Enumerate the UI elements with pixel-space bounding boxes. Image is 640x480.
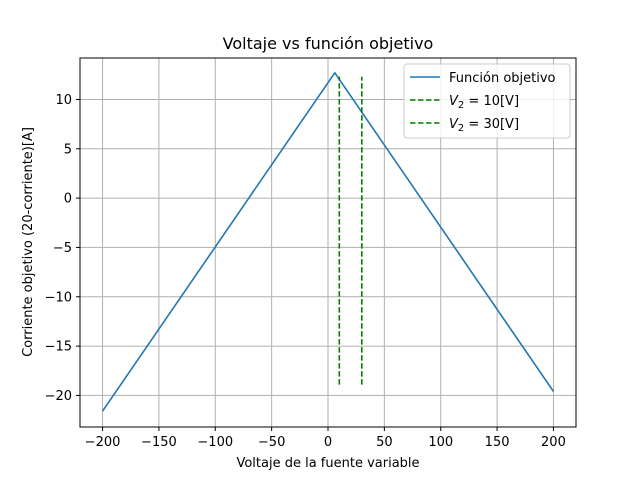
x-tick-label: −200 bbox=[85, 435, 121, 450]
legend-label-2: V2 = 30[V] bbox=[449, 117, 519, 134]
axis-ticks: −200 −150 −100 −50 0 50 100 150 200−20−15−10−505… bbox=[45, 93, 566, 450]
legend-label-1: V2 = 10[V] bbox=[449, 94, 519, 111]
x-tick-label: −50 bbox=[258, 435, 285, 450]
series-line-0 bbox=[101, 72, 555, 412]
legend-label-variable: V bbox=[449, 117, 459, 132]
y-axis-label: Corriente objetivo (20-corriente)[A] bbox=[21, 127, 36, 357]
y-tick-label: −20 bbox=[45, 389, 72, 404]
x-tick-label: 150 bbox=[485, 435, 510, 450]
x-tick-label: 0 bbox=[324, 435, 332, 450]
x-tick-label: 100 bbox=[428, 435, 453, 450]
chart-title: Voltaje vs función objetivo bbox=[223, 34, 434, 53]
legend-label-0: Función objetivo bbox=[449, 71, 556, 86]
y-tick-label: 0 bbox=[64, 192, 72, 207]
legend-box bbox=[403, 63, 571, 139]
x-axis-label: Voltaje de la fuente variable bbox=[236, 456, 419, 471]
y-tick-label: −15 bbox=[45, 340, 72, 355]
y-tick-label: 10 bbox=[55, 93, 72, 108]
legend-label-value: = 30[V] bbox=[464, 117, 519, 132]
y-tick-label: −10 bbox=[45, 290, 72, 305]
y-tick-label: −5 bbox=[53, 241, 72, 256]
plot-series bbox=[101, 72, 555, 412]
grid bbox=[80, 58, 576, 427]
legend-label-subscript: 2 bbox=[458, 100, 464, 111]
x-tick-label: 200 bbox=[541, 435, 566, 450]
x-tick-label: 50 bbox=[376, 435, 393, 450]
legend-label-subscript: 2 bbox=[458, 123, 464, 134]
legend-label-value: = 10[V] bbox=[464, 94, 519, 109]
x-tick-label: −150 bbox=[141, 435, 177, 450]
legend-label-variable: V bbox=[449, 94, 459, 109]
x-tick-label: −100 bbox=[197, 435, 233, 450]
y-tick-label: 5 bbox=[64, 142, 72, 157]
